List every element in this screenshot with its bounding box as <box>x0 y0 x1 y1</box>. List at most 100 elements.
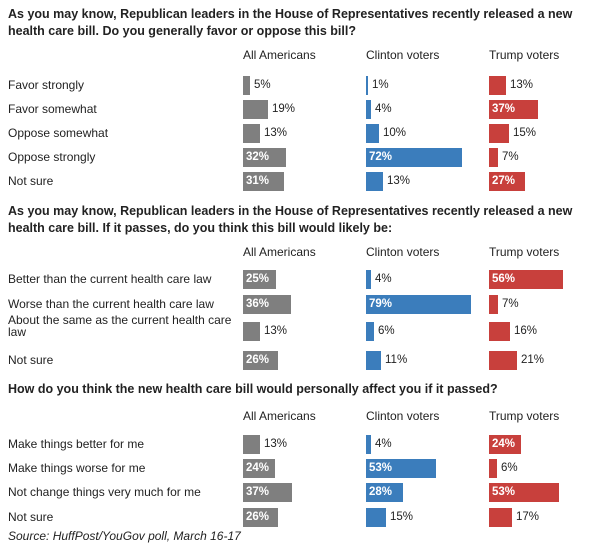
row-label: Favor somewhat <box>8 102 97 116</box>
series-header: Trump voters <box>489 245 560 259</box>
row-label: Not sure <box>8 174 54 188</box>
bar-clinton <box>366 124 379 143</box>
data-label: 7% <box>502 151 519 163</box>
data-label: 11% <box>385 354 408 366</box>
data-label: 31% <box>246 175 270 187</box>
data-label: 37% <box>246 486 270 498</box>
data-label: 26% <box>246 354 270 366</box>
bar-trump <box>489 172 525 191</box>
data-label: 6% <box>501 462 518 474</box>
bar-trump <box>489 270 563 289</box>
bar-trump <box>489 351 517 370</box>
bar-trump <box>489 483 559 502</box>
bar-trump <box>489 100 538 119</box>
question-title: As you may know, Republican leaders in t… <box>8 204 573 235</box>
data-label: 36% <box>246 298 270 310</box>
row-label: Not sure <box>8 353 54 367</box>
row-label: Better than the current health care law <box>8 272 212 286</box>
series-header: Clinton voters <box>366 48 440 62</box>
data-label: 72% <box>369 151 393 163</box>
bar-all <box>243 172 284 191</box>
bar-all <box>243 483 292 502</box>
data-label: 7% <box>502 298 519 310</box>
data-label: 53% <box>369 462 393 474</box>
data-label: 13% <box>264 127 288 139</box>
data-label: 19% <box>272 103 296 115</box>
row-label: Favor strongly <box>8 78 85 92</box>
bar-trump <box>489 76 506 95</box>
bar-all <box>243 100 268 119</box>
bar-clinton <box>366 270 371 289</box>
data-label: 1% <box>372 79 389 91</box>
data-label: 16% <box>514 325 538 337</box>
bar-all <box>243 295 291 314</box>
row-label: Make things worse for me <box>8 461 146 475</box>
data-label: 6% <box>378 325 395 337</box>
series-header: Clinton voters <box>366 245 440 259</box>
bar-clinton <box>366 459 436 478</box>
data-label: 25% <box>246 273 270 285</box>
series-header: All Americans <box>243 48 316 62</box>
data-label: 10% <box>383 127 407 139</box>
bar-clinton <box>366 148 462 167</box>
bar-trump <box>489 435 521 454</box>
data-label: 13% <box>510 79 534 91</box>
bar-trump <box>489 148 498 167</box>
bar-all <box>243 322 260 341</box>
data-label: 24% <box>246 462 270 474</box>
bar-all <box>243 270 276 289</box>
data-label: 15% <box>390 511 414 523</box>
bar-trump <box>489 322 510 341</box>
data-label: 13% <box>264 325 288 337</box>
bar-all <box>243 459 275 478</box>
data-label: 53% <box>492 486 516 498</box>
series-header: Trump voters <box>489 48 560 62</box>
data-label: 21% <box>521 354 545 366</box>
bar-clinton <box>366 76 368 95</box>
bar-clinton <box>366 172 383 191</box>
bar-trump <box>489 124 509 143</box>
data-label: 4% <box>375 273 392 285</box>
bar-trump <box>489 508 512 527</box>
bar-all <box>243 124 260 143</box>
bar-clinton <box>366 100 371 119</box>
data-label: 27% <box>492 175 516 187</box>
bar-clinton <box>366 508 386 527</box>
bar-all <box>243 76 250 95</box>
bar-trump <box>489 295 498 314</box>
data-label: 15% <box>513 127 537 139</box>
data-label: 4% <box>375 438 392 450</box>
bar-clinton <box>366 351 381 370</box>
row-label: Worse than the current health care law <box>8 297 214 311</box>
data-label: 56% <box>492 273 516 285</box>
data-label: 26% <box>246 511 270 523</box>
data-label: 5% <box>254 79 271 91</box>
bar-clinton <box>366 483 403 502</box>
row-label: Not change things very much for me <box>8 485 201 499</box>
data-label: 24% <box>492 438 516 450</box>
bar-all <box>243 148 286 167</box>
bar-clinton <box>366 322 374 341</box>
bar-all <box>243 351 278 370</box>
bar-trump <box>489 459 497 478</box>
series-header: All Americans <box>243 409 316 423</box>
bar-clinton <box>366 295 471 314</box>
bar-all <box>243 435 260 454</box>
row-label: Oppose somewhat <box>8 126 109 140</box>
row-label: Make things better for me <box>8 437 145 451</box>
data-label: 28% <box>369 486 393 498</box>
source-note: Source: HuffPost/YouGov poll, March 16-1… <box>8 529 241 543</box>
data-label: 79% <box>369 298 393 310</box>
series-header: All Americans <box>243 245 316 259</box>
series-header: Clinton voters <box>366 409 440 423</box>
data-label: 13% <box>387 175 411 187</box>
row-label: Oppose strongly <box>8 150 96 164</box>
data-label: 17% <box>516 511 540 523</box>
row-label: About the same as the current health car… <box>8 313 232 339</box>
question-title: As you may know, Republican leaders in t… <box>8 7 573 38</box>
question-title: How do you think the new health care bil… <box>8 382 498 396</box>
data-label: 13% <box>264 438 288 450</box>
data-label: 32% <box>246 151 270 163</box>
data-label: 4% <box>375 103 392 115</box>
